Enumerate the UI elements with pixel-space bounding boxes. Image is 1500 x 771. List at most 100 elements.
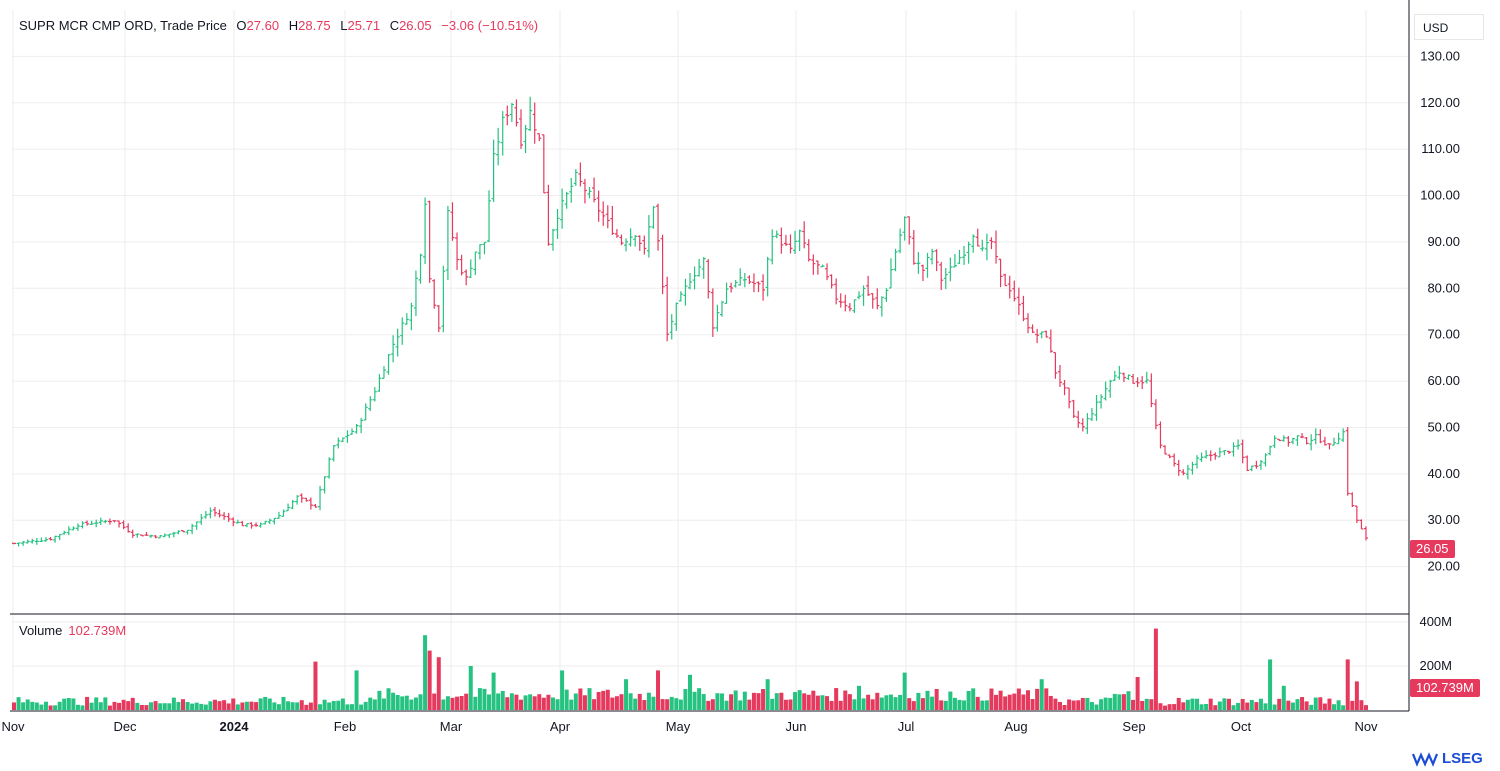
volume-bar [660,699,665,710]
ohlc-bar [1290,437,1295,445]
volume-bar [21,702,26,710]
volume-bar [761,689,766,710]
ohlc-bar [866,275,871,296]
volume-bar [884,695,889,710]
ohlc-bar [1240,439,1245,464]
volume-bar [1350,700,1355,710]
volume-bar [199,703,204,710]
ohlc-bar [354,423,359,434]
volume-bar [254,702,259,710]
price-tick-label: 30.00 [1427,512,1460,527]
volume-bar [678,699,683,710]
ohlc-bar [212,507,217,517]
ohlc-bar [21,541,26,546]
ohlc-bar [30,538,35,544]
ohlc-bar [391,335,396,363]
volume-bar [802,693,807,710]
volume-bar [971,688,976,710]
volume-bar [1359,700,1364,710]
price-tick-label: 20.00 [1427,559,1460,574]
volume-bar [158,703,163,710]
volume-bar [614,696,619,710]
volume-bar [194,702,199,710]
ohlc-bar [423,197,428,265]
ohlc-bar [692,266,697,290]
volume-bar [491,672,496,710]
ohlc-bar [852,299,857,313]
time-tick-label: Dec [113,719,137,734]
volume-bar [1236,702,1241,710]
ohlc-bar [911,230,916,265]
ohlc-bar [400,317,405,345]
ohlc-bar [528,96,533,132]
volume-bar [322,699,327,710]
ohlc-bar [578,162,583,187]
volume-bar [1364,705,1368,710]
volume-bar [1199,704,1204,710]
volume-bar [112,701,117,710]
ohlc-bar [71,526,76,531]
ohlc-bar [952,254,957,268]
ohlc-bar [1135,377,1140,388]
ohlc-bar [1053,351,1058,379]
volume-bar [902,672,907,710]
currency-selector[interactable]: USD [1414,14,1484,40]
price-tick-label: 40.00 [1427,466,1460,481]
volume-bar [391,692,396,710]
ohlc-bar [1236,439,1241,450]
ohlc-bar [1336,432,1341,445]
volume-bar [770,698,775,710]
ohlc-bar [1016,287,1021,315]
volume-bar [318,704,323,710]
ohlc-bar [1144,371,1149,384]
ohlc-bar [738,268,743,286]
ohlc-bar [1208,450,1213,462]
ohlc-bar [427,200,432,283]
volume-bar [1053,698,1058,710]
ohlc-bar [1345,427,1350,496]
ohlc-bar [1190,461,1195,475]
volume-bar [1057,701,1062,710]
volume-bar [665,699,670,710]
lseg-logo[interactable]: LSEG [1412,750,1483,767]
volume-bar [875,692,880,710]
grid-lines [12,10,1408,710]
ohlc-bar [491,139,496,203]
ohlc-bar [1094,394,1099,421]
volume-bar [231,698,236,710]
ohlc-bar [870,293,875,309]
volume-bar [1131,699,1136,710]
ohlc-bar [1158,421,1163,449]
ohlc-bar [482,241,487,255]
volume-bar [550,697,555,710]
volume-bar [167,703,172,710]
volume-bar [1048,695,1053,710]
ohlc-bar [710,288,715,337]
volume-bar [729,694,734,710]
ohlc-bar [53,535,58,543]
volume-bar [1030,699,1035,710]
ohlc-bar [1204,450,1209,459]
legend-close-label: C [389,18,400,33]
ohlc-bar [1263,453,1268,467]
volume-bar [139,705,144,710]
ohlc-bar [464,269,469,286]
volume-bar [1322,703,1327,710]
ohlc-bar [1272,435,1277,449]
legend-high: 28.75 [298,18,331,33]
volume-bar [669,696,674,710]
ohlc-bar [925,252,930,278]
ohlc-bar [308,497,313,510]
volume-bar [1245,702,1250,710]
ohlc-bar [1226,450,1231,454]
ohlc-bar [1213,452,1218,460]
volume-bar [25,699,30,710]
ohlc-bar [948,257,953,282]
legend-low: 25.71 [347,18,381,33]
time-tick-label: Nov [1354,719,1378,734]
volume-bar [1354,681,1359,710]
volume-bar [1181,702,1186,710]
volume-bar [738,700,743,710]
volume-bar [496,693,501,710]
ohlc-bar [322,476,327,494]
